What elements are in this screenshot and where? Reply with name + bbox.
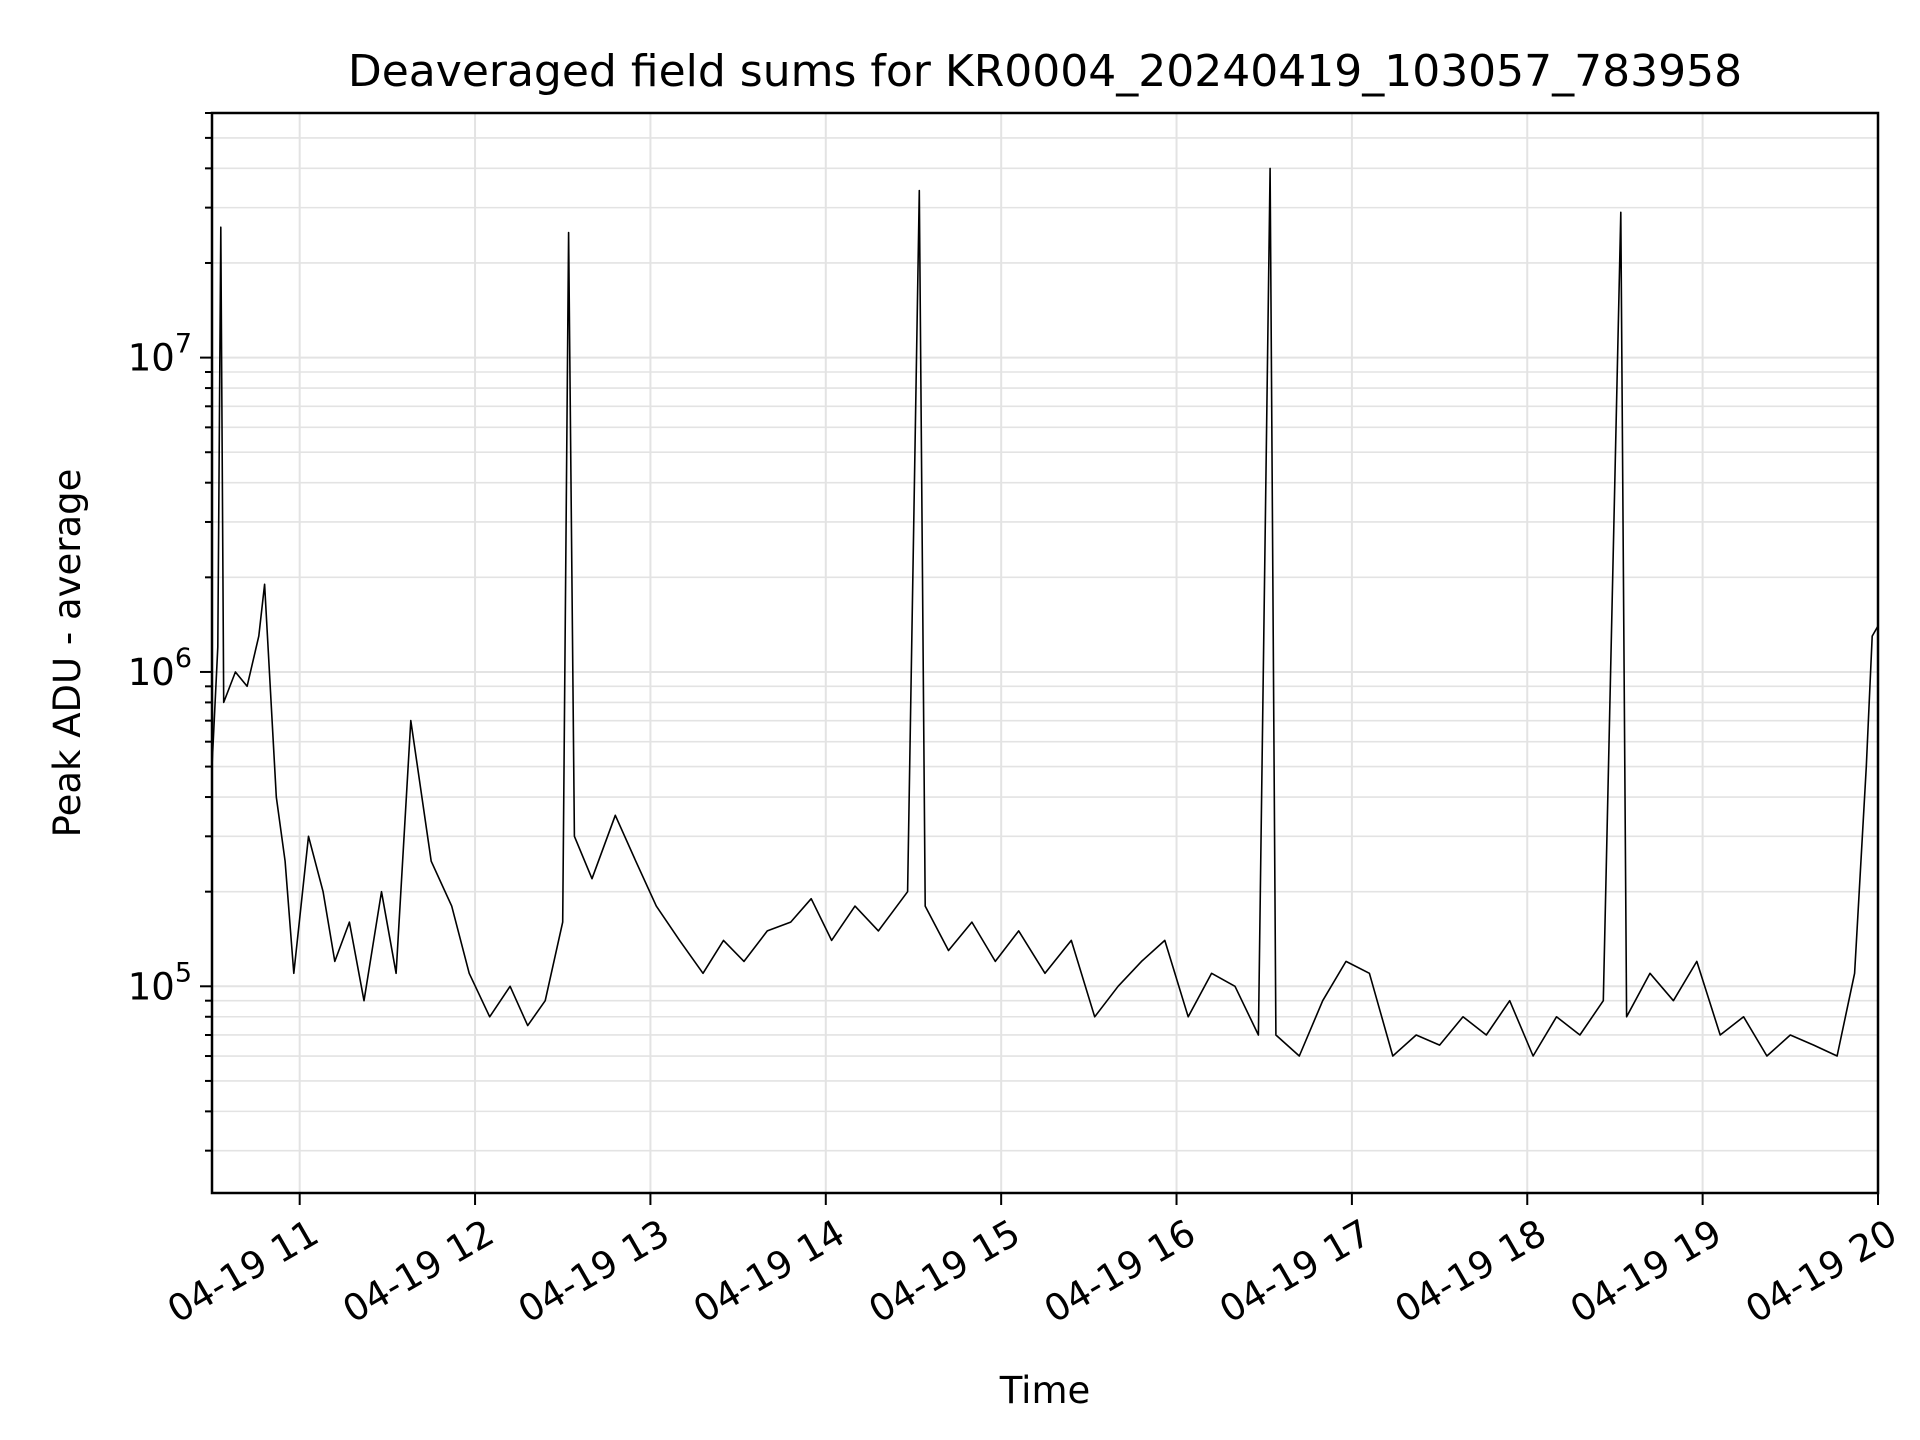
- chart-title: Deaveraged field sums for KR0004_2024041…: [348, 46, 1742, 97]
- series-layer: [211, 167, 1879, 1057]
- y-tick-label: 105: [128, 957, 192, 1008]
- grid: [212, 112, 1879, 1193]
- y-tick-label: 107: [128, 329, 192, 380]
- y-tick-label: 106: [128, 643, 192, 694]
- x-axis-label: Time: [999, 1369, 1091, 1412]
- plot-frame: [210, 111, 1880, 1195]
- y-axis-label: Peak ADU - average: [46, 469, 89, 838]
- series-line: [211, 167, 1879, 1057]
